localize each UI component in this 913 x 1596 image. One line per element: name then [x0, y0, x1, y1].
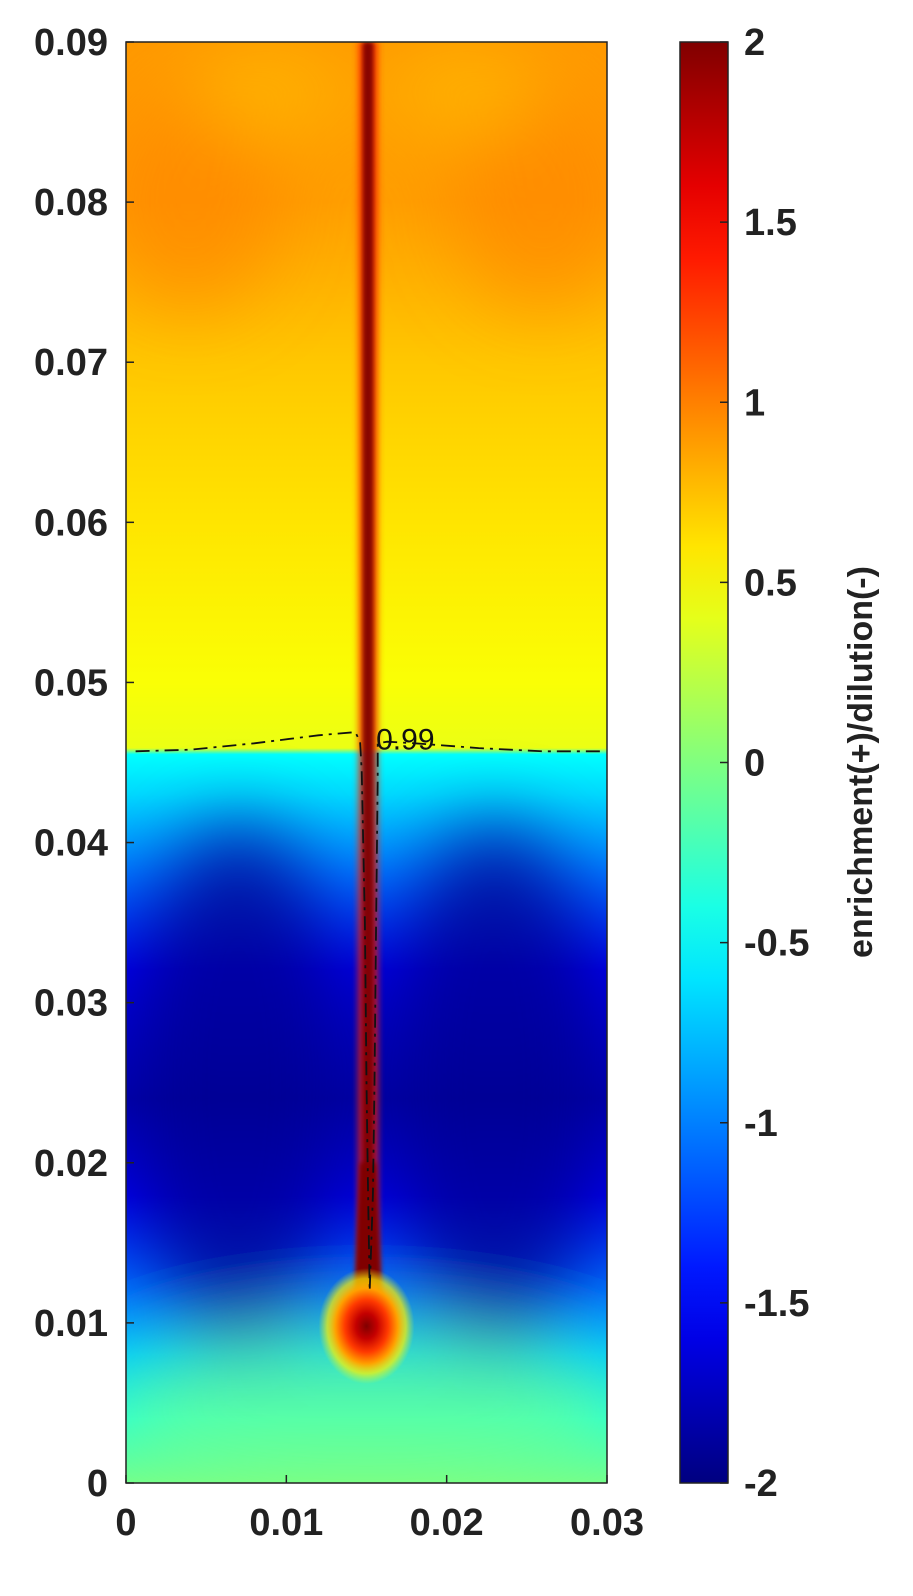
- heatmap-field-details: [126, 50, 607, 1483]
- colorbar-tick-label: 2: [744, 22, 765, 64]
- y-tick-label: 0: [87, 1463, 108, 1505]
- colorbar-label: enrichment(+)/dilution(-): [842, 566, 880, 958]
- x-tick-label: 0: [115, 1502, 136, 1544]
- plot-frame: [125, 41, 608, 1484]
- y-tick-label: 0.01: [34, 1303, 108, 1345]
- colorbar-tick-label: 1.5: [744, 202, 797, 244]
- y-tick-label: 0.05: [34, 662, 108, 704]
- x-tick-label: 0.03: [570, 1502, 644, 1544]
- source-blob: [318, 1268, 415, 1385]
- y-tick-label: 0.02: [34, 1143, 108, 1185]
- colorbar-tick-label: -1: [744, 1103, 778, 1145]
- colorbar-tick-label: -0.5: [744, 923, 809, 965]
- plume-layer: [318, 42, 415, 1385]
- plume-core: [363, 42, 374, 1319]
- heatmap-plot-area: 0.99: [126, 42, 607, 1483]
- contour-layer: 0.99: [135, 723, 604, 1291]
- y-tick-label: 0.06: [34, 502, 108, 544]
- colorbar-tick-label: -2: [744, 1463, 778, 1505]
- y-tick-label: 0.08: [34, 182, 108, 224]
- colorbar-tick-label: 1: [744, 382, 765, 424]
- contour-label: 0.99: [376, 723, 434, 756]
- colorbar-tick-label: 0.5: [744, 562, 797, 604]
- x-tick-label: 0.02: [410, 1502, 484, 1544]
- y-tick-label: 0.07: [34, 342, 108, 384]
- colorbar-tick-label: 0: [744, 743, 765, 785]
- y-axis: 0 0.01 0.02 0.03 0.04 0.05 0.06 0.07 0.08 0.09: [34, 22, 134, 1505]
- colorbar-tick-label: -1.5: [744, 1283, 809, 1325]
- contour-line: [135, 731, 604, 1291]
- x-axis: 0 0.01 0.02 0.03: [115, 1475, 644, 1544]
- y-tick-label: 0.09: [34, 22, 108, 64]
- y-tick-label: 0.03: [34, 983, 108, 1025]
- colorbar-ticks: -2 -1.5 -1 -0.5 0 0.5 1 1.5 2: [720, 22, 809, 1505]
- plume-base: [354, 1162, 383, 1299]
- x-tick-label: 0.01: [249, 1502, 323, 1544]
- y-tick-label: 0.04: [34, 823, 108, 865]
- colorbar: -2 -1.5 -1 -0.5 0 0.5 1 1.5 2 enrichment(+)/dilu…: [679, 22, 880, 1505]
